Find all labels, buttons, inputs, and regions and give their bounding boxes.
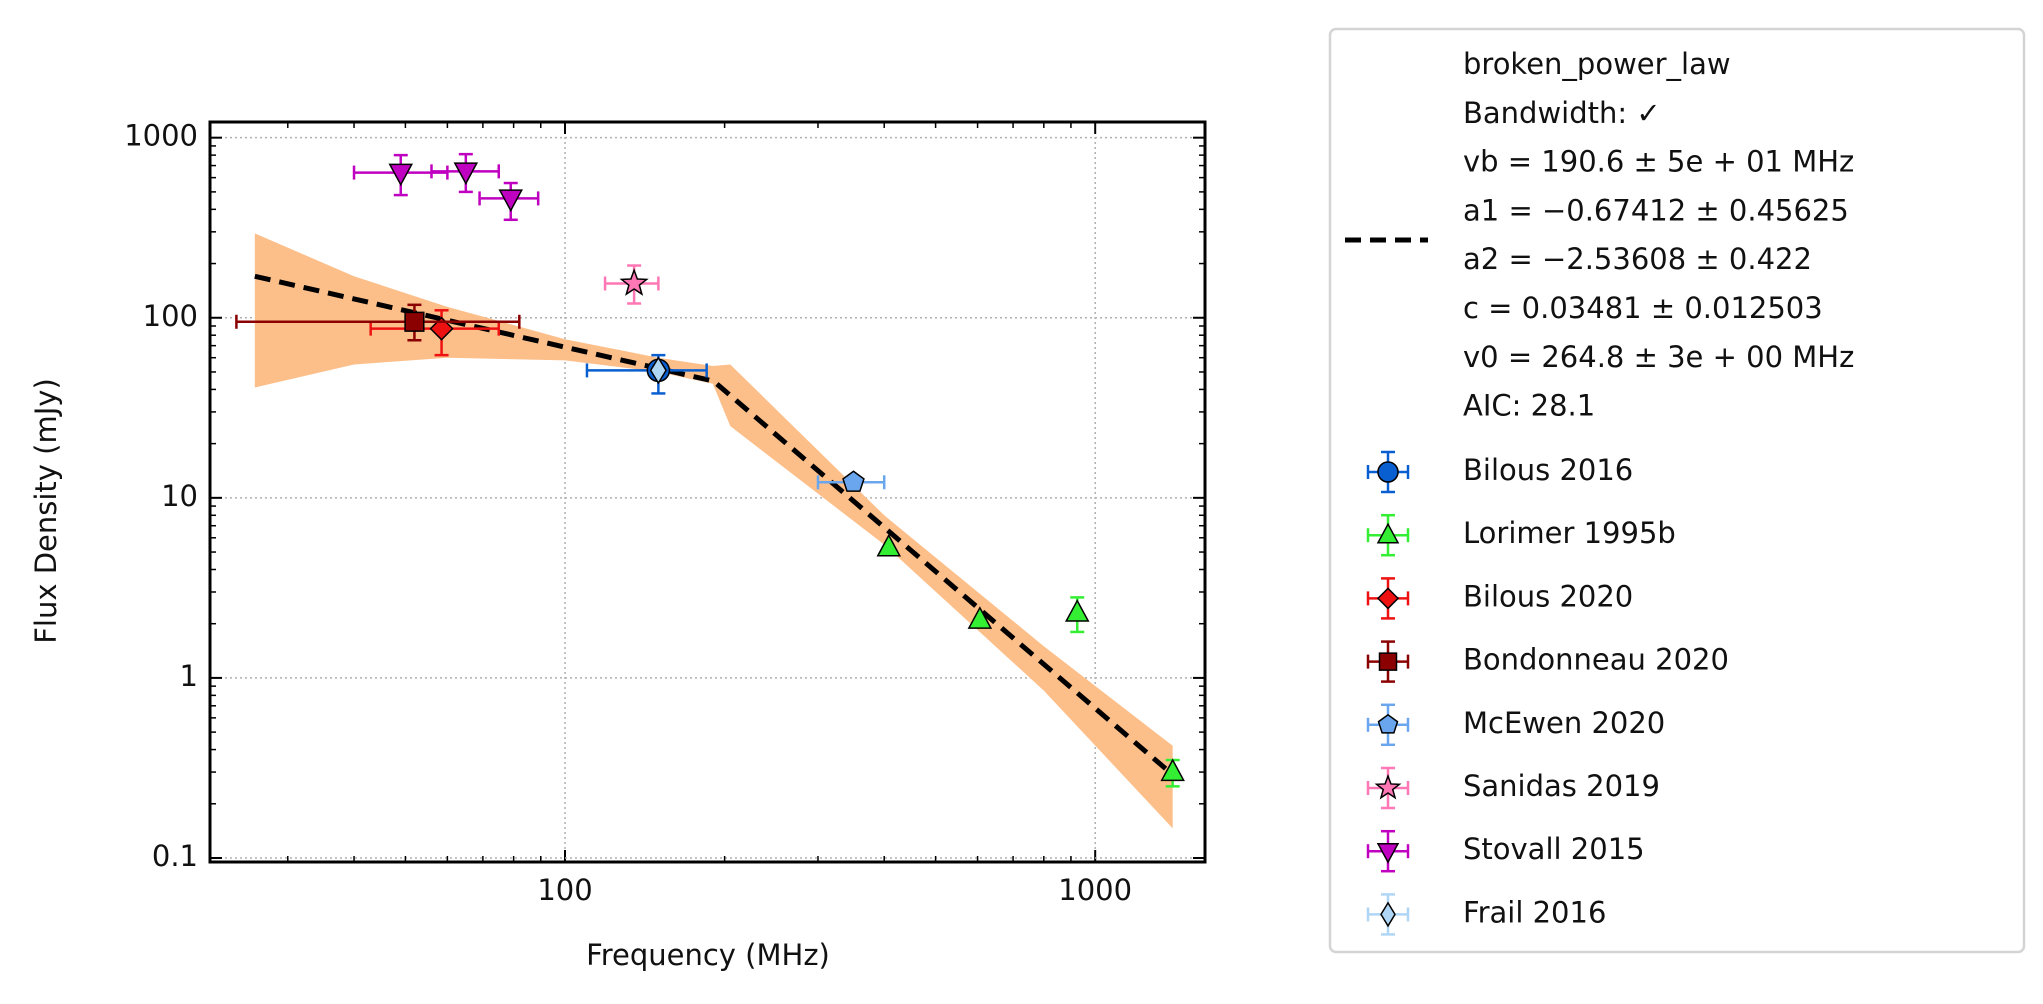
legend-label: a2 = −2.53608 ± 0.422: [1463, 242, 1812, 276]
legend-label: AIC: 28.1: [1463, 389, 1595, 423]
data-point: [967, 606, 993, 629]
x-tick-label: 100: [537, 873, 592, 907]
plot-frame: [208, 120, 1207, 864]
legend-marker: [1380, 901, 1396, 928]
data-point: [453, 162, 479, 186]
data-point: [429, 316, 454, 341]
legend-label: McEwen 2020: [1463, 706, 1665, 740]
confidence-band: [254, 233, 1173, 829]
data-point: [498, 189, 523, 213]
legend-marker: [1376, 522, 1400, 544]
data-point: [619, 268, 649, 296]
x-axis-label: Frequency (MHz): [586, 938, 830, 972]
legend-label: c = 0.03481 ± 0.012503: [1463, 291, 1823, 325]
legend-label: Frail 2016: [1463, 895, 1606, 929]
data-point: [1160, 758, 1185, 782]
legend-label: Sanidas 2019: [1463, 769, 1660, 803]
data-point: [876, 533, 902, 557]
data-point: [1064, 599, 1090, 622]
legend-label: Bilous 2020: [1463, 579, 1633, 613]
legend-label: a1 = −0.67412 ± 0.45625: [1463, 193, 1849, 227]
legend-label: Bandwidth: ✓: [1463, 96, 1661, 130]
legend-label: Bilous 2016: [1463, 453, 1633, 487]
legend-marker: [1376, 587, 1400, 610]
legend-marker: [1377, 713, 1399, 734]
y-tick-label: 100: [143, 299, 198, 333]
legend-label: Bondonneau 2020: [1463, 643, 1729, 677]
y-tick-label: 10: [161, 479, 198, 513]
legend-label: Lorimer 1995b: [1463, 516, 1676, 550]
y-tick-label: 0.1: [152, 839, 198, 873]
data-point: [842, 470, 865, 492]
y-axis-label: Flux Density (mJy): [29, 378, 63, 644]
legend-marker: [1376, 842, 1400, 864]
legend-marker: [1378, 652, 1398, 671]
legend-marker: [1374, 773, 1402, 800]
y-tick-label: 1000: [124, 119, 198, 153]
legend-label: broken_power_law: [1463, 47, 1731, 81]
data-point: [404, 311, 425, 332]
data-point: [649, 356, 667, 385]
legend-label: vb = 190.6 ± 5e + 01 MHz: [1463, 145, 1854, 179]
legend-marker: [1377, 461, 1399, 483]
fit-line: [254, 273, 1175, 777]
x-tick-label: 1000: [1058, 873, 1132, 907]
legend-label: Stovall 2015: [1463, 832, 1645, 866]
legend-box: [1328, 27, 2026, 954]
plot-area: [254, 233, 1175, 829]
data-point: [388, 163, 414, 187]
y-tick-label: 1: [180, 659, 198, 693]
legend-label: v0 = 264.8 ± 3e + 00 MHz: [1463, 340, 1854, 374]
